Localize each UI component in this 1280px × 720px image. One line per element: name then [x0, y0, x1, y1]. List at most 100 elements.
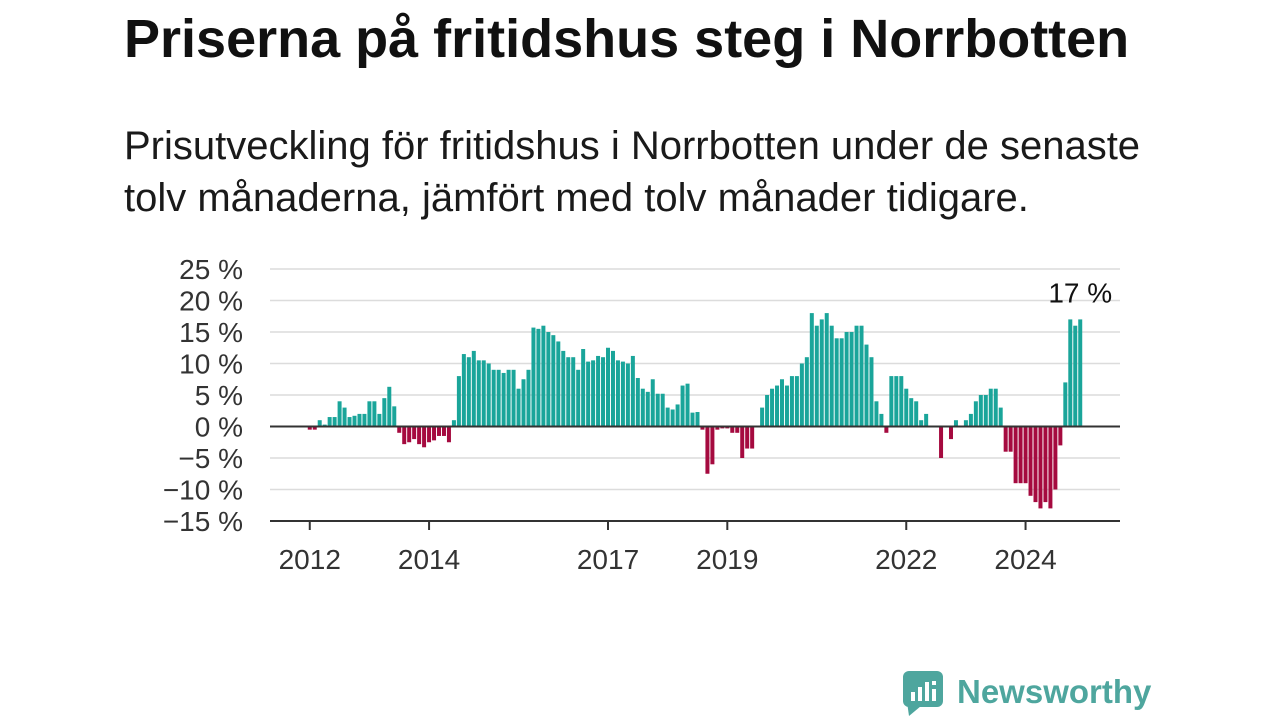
bar-positive: [486, 363, 491, 427]
bar-positive: [775, 385, 780, 427]
bar-positive: [456, 376, 461, 427]
bar-negative: [1048, 426, 1053, 509]
bar-positive: [581, 349, 586, 427]
bar-positive: [531, 327, 536, 427]
bar-positive: [601, 357, 606, 427]
newsworthy-logo: Newsworthy: [902, 670, 1154, 718]
bar-positive: [332, 417, 337, 427]
bar-positive: [481, 360, 486, 427]
bar-negative: [1043, 426, 1048, 503]
bar-negative: [740, 426, 745, 458]
bar-positive: [357, 413, 362, 427]
bar-positive: [879, 413, 884, 427]
y-tick-label: 0 %: [195, 412, 243, 443]
bar-positive: [1078, 319, 1083, 427]
bar-positive: [839, 338, 844, 427]
bar-negative: [407, 426, 412, 443]
axes: [270, 425, 1120, 530]
bar-positive: [591, 360, 596, 427]
bar-negative: [1058, 426, 1063, 446]
bar-positive: [834, 338, 839, 427]
bar-positive: [914, 401, 919, 427]
bar-positive: [556, 341, 561, 427]
bar-positive: [963, 420, 968, 427]
bar-positive: [352, 415, 357, 427]
newsworthy-logo-icon: [903, 671, 943, 716]
bar-positive: [804, 357, 809, 427]
bar-positive: [596, 355, 601, 427]
bars: [307, 313, 1083, 509]
bar-positive: [640, 388, 645, 427]
bar-positive: [909, 398, 914, 427]
y-tick-label: −15 %: [163, 506, 243, 537]
bar-positive: [849, 332, 854, 427]
bar-positive: [1073, 325, 1078, 427]
bar-negative: [1023, 426, 1028, 484]
bar-positive: [919, 420, 924, 427]
chart-subtitle: Prisutveckling för fritidshus i Norrbott…: [124, 124, 1141, 220]
bar-positive: [675, 404, 680, 427]
bar-positive: [620, 361, 625, 427]
bar-chart: 25 %20 %15 %10 %5 %0 %−5 %−10 %−15 % 2012…: [163, 254, 1120, 575]
bar-positive: [451, 420, 456, 427]
bar-positive: [610, 350, 615, 427]
bar-negative: [397, 426, 402, 433]
x-tick-label: 2024: [994, 544, 1056, 575]
bar-positive: [526, 369, 531, 427]
bar-positive: [392, 406, 397, 427]
bar-positive: [854, 325, 859, 427]
bar-positive: [924, 413, 929, 427]
bar-positive: [760, 407, 765, 427]
bar-positive: [491, 369, 496, 427]
bar-positive: [889, 376, 894, 427]
bar-positive: [546, 332, 551, 427]
bar-positive: [829, 325, 834, 427]
bar-positive: [869, 357, 874, 427]
bar-negative: [1008, 426, 1013, 452]
bar-positive: [521, 379, 526, 427]
bar-positive: [660, 393, 665, 427]
bar-positive: [630, 355, 635, 427]
bar-negative: [417, 426, 422, 445]
bar-positive: [899, 376, 904, 427]
bar-positive: [645, 391, 650, 427]
bar-negative: [427, 426, 432, 443]
bar-positive: [784, 385, 789, 427]
bar-positive: [362, 413, 367, 427]
bar-positive: [566, 357, 571, 427]
bar-positive: [844, 332, 849, 427]
chart-title: Priserna på fritidshus steg i Norrbotten: [124, 9, 1130, 69]
bar-positive: [993, 388, 998, 427]
gridlines: [270, 268, 1120, 491]
bar-positive: [561, 350, 566, 427]
bar-negative: [402, 426, 407, 445]
bar-positive: [1063, 382, 1068, 427]
bar-positive: [317, 420, 322, 427]
bar-positive: [342, 407, 347, 427]
bar-positive: [476, 360, 481, 427]
bar-positive: [824, 313, 829, 427]
bar-positive: [779, 379, 784, 427]
bar-positive: [382, 398, 387, 427]
bar-positive: [576, 369, 581, 427]
x-tick-label: 2019: [696, 544, 758, 575]
bar-positive: [615, 360, 620, 427]
bar-positive: [387, 386, 392, 427]
bar-negative: [730, 426, 735, 433]
bar-positive: [327, 417, 332, 427]
bar-negative: [884, 426, 889, 433]
y-tick-label: 5 %: [195, 380, 243, 411]
bar-negative: [1053, 426, 1058, 490]
bar-positive: [665, 407, 670, 427]
bar-positive: [814, 325, 819, 427]
bar-positive: [471, 350, 476, 427]
bar-negative: [948, 426, 953, 440]
bar-positive: [670, 409, 675, 427]
bar-positive: [606, 347, 611, 427]
bar-positive: [635, 377, 640, 427]
bar-positive: [466, 357, 471, 427]
bar-negative: [422, 426, 427, 448]
labels: 25 %20 %15 %10 %5 %0 %−5 %−10 %−15 % 2012…: [163, 254, 1112, 575]
bar-negative: [432, 426, 437, 441]
bar-positive: [968, 413, 973, 427]
